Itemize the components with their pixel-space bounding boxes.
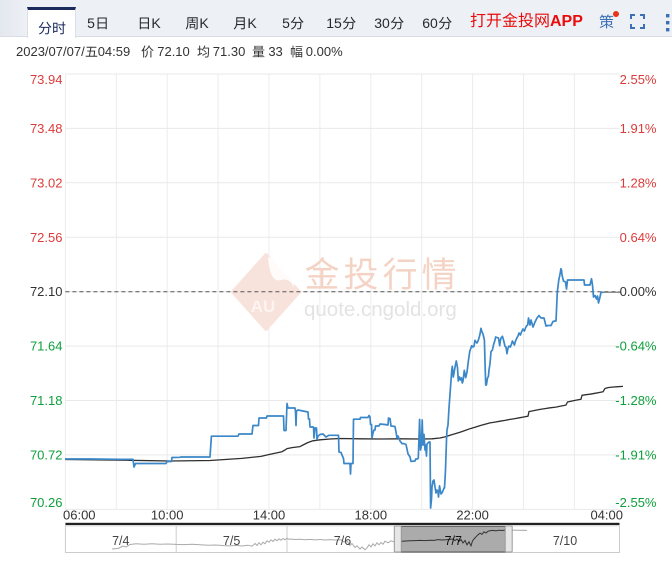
svg-text:73.02: 73.02 — [30, 175, 63, 190]
svg-text:-1.28%: -1.28% — [615, 393, 657, 408]
svg-text:-2.55%: -2.55% — [615, 495, 657, 510]
svg-text:-0.64%: -0.64% — [615, 339, 657, 354]
svg-text:1.91%: 1.91% — [620, 121, 657, 136]
svg-text:10:00: 10:00 — [151, 508, 184, 523]
svg-text:72.56: 72.56 — [30, 230, 63, 245]
svg-text:72.10: 72.10 — [30, 284, 63, 299]
svg-text:7/10: 7/10 — [553, 534, 577, 548]
svg-text:06:00: 06:00 — [63, 508, 96, 523]
svg-text:14:00: 14:00 — [253, 508, 286, 523]
svg-text:18:00: 18:00 — [355, 508, 388, 523]
svg-text:04:00: 04:00 — [590, 508, 623, 523]
svg-text:2.55%: 2.55% — [620, 72, 657, 87]
svg-text:7/5: 7/5 — [223, 534, 240, 548]
svg-text:73.48: 73.48 — [30, 121, 63, 136]
svg-text:73.94: 73.94 — [30, 72, 63, 87]
svg-text:7/7: 7/7 — [445, 534, 462, 548]
svg-text:71.64: 71.64 — [30, 339, 63, 354]
svg-text:22:00: 22:00 — [456, 508, 489, 523]
svg-text:quote.cngold.org: quote.cngold.org — [304, 298, 457, 321]
svg-text:70.26: 70.26 — [30, 495, 63, 510]
svg-text:1.28%: 1.28% — [620, 175, 657, 190]
svg-text:0.00%: 0.00% — [620, 284, 657, 299]
svg-text:AU: AU — [251, 297, 276, 316]
svg-text:7/6: 7/6 — [334, 534, 351, 548]
svg-text:7/4: 7/4 — [112, 534, 129, 548]
svg-text:70.72: 70.72 — [30, 447, 63, 462]
svg-text:0.64%: 0.64% — [620, 230, 657, 245]
svg-text:-1.91%: -1.91% — [615, 447, 657, 462]
svg-text:71.18: 71.18 — [30, 393, 63, 408]
